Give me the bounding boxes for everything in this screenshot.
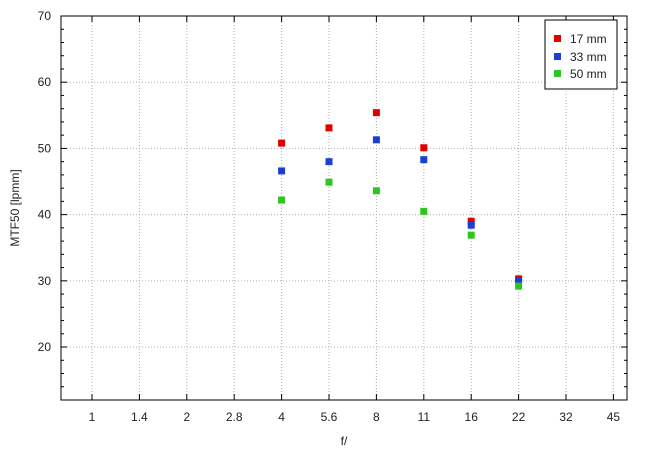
point-17mm-f4: [278, 139, 286, 147]
x-tick-label: 8: [373, 410, 380, 424]
y-axis-title: MTF50 [lpmm]: [8, 169, 22, 246]
point-50mm-f16: [467, 231, 475, 239]
point-50mm-f11: [420, 207, 428, 215]
legend-marker-17mm: [554, 35, 561, 42]
x-tick-label: 1: [89, 410, 96, 424]
y-tick-label: 60: [38, 75, 52, 89]
point-50mm-f5.6: [325, 178, 333, 186]
point-33mm-f5.6: [325, 158, 333, 166]
point-17mm-f11: [420, 144, 428, 152]
point-50mm-f4: [278, 196, 286, 204]
axis-ticks: [61, 15, 627, 401]
x-tick-label: 2: [183, 410, 190, 424]
x-tick-label: 45: [607, 410, 621, 424]
x-tick-label: 4: [278, 410, 285, 424]
y-tick-label: 70: [38, 9, 52, 23]
legend-label-17mm: 17 mm: [570, 32, 607, 46]
legend-marker-50mm: [554, 70, 561, 77]
x-tick-label: 16: [465, 410, 479, 424]
plot-frame: [60, 15, 628, 401]
y-tick-labels: 20 30 40 50 60 70: [38, 9, 52, 354]
x-tick-label: 5.6: [321, 410, 338, 424]
x-tick-label: 2.8: [226, 410, 243, 424]
point-33mm-f22: [515, 277, 523, 285]
point-50mm-f8: [372, 187, 380, 195]
point-33mm-f4: [278, 167, 286, 175]
legend-label-33mm: 33 mm: [570, 50, 607, 64]
grid-lines: [61, 15, 627, 400]
legend-label-50mm: 50 mm: [570, 67, 607, 81]
x-tick-labels: 1 1.4 2 2.8 4 5.6 8 11 16 22 32 45: [89, 410, 621, 424]
legend-marker-33mm: [554, 53, 561, 60]
point-33mm-f16: [467, 221, 475, 229]
x-tick-label: 11: [418, 410, 431, 424]
x-tick-label: 22: [512, 410, 526, 424]
y-tick-label: 20: [38, 340, 52, 354]
point-17mm-f5.6: [325, 124, 333, 132]
legend: 17 mm 33 mm 50 mm: [544, 19, 618, 90]
y-tick-label: 50: [38, 141, 52, 155]
point-50mm-f22: [515, 282, 523, 290]
point-33mm-f8: [372, 136, 380, 144]
x-tick-label: 32: [559, 410, 573, 424]
point-17mm-f16: [467, 217, 475, 225]
x-axis-title: f/: [341, 434, 348, 448]
y-tick-label: 40: [38, 208, 52, 222]
x-tick-label: 1.4: [131, 410, 148, 424]
data-points: [278, 109, 523, 290]
point-33mm-f11: [420, 156, 428, 164]
y-tick-label: 30: [38, 274, 52, 288]
point-17mm-f8: [372, 109, 380, 117]
